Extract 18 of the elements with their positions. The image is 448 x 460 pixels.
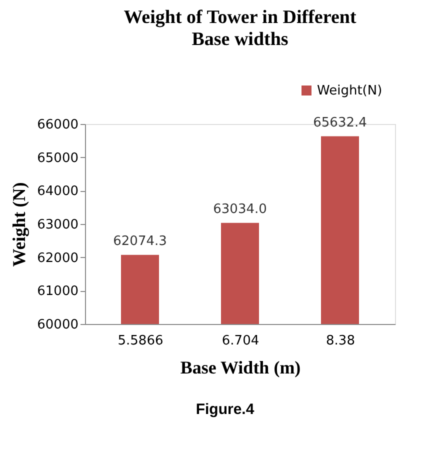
- x-axis-title: Base Width (m): [180, 358, 301, 378]
- data-label: 65632.4: [313, 115, 367, 130]
- y-tick-label: 60000: [37, 318, 78, 332]
- data-label: 63034.0: [213, 202, 267, 217]
- y-tick-label: 66000: [37, 118, 78, 132]
- y-tick-label: 62000: [37, 250, 78, 266]
- y-tick-label: 64000: [37, 184, 78, 200]
- x-tick-label: 6.704: [222, 334, 260, 348]
- legend-label: Weight(N): [317, 84, 382, 98]
- x-tick-label: 8.38: [326, 334, 355, 348]
- data-label: 62074.3: [113, 234, 167, 249]
- y-tick-label: 63000: [37, 218, 78, 232]
- text: Figure.4: [196, 401, 255, 418]
- y-axis-title: Weight (N): [9, 182, 30, 267]
- x-tick-label: 5.5866: [118, 334, 164, 348]
- y-tick-label: 65000: [37, 150, 78, 166]
- chart-title: Weight of Tower in Different Base widths: [124, 7, 357, 50]
- y-tick-label: 61000: [37, 284, 78, 300]
